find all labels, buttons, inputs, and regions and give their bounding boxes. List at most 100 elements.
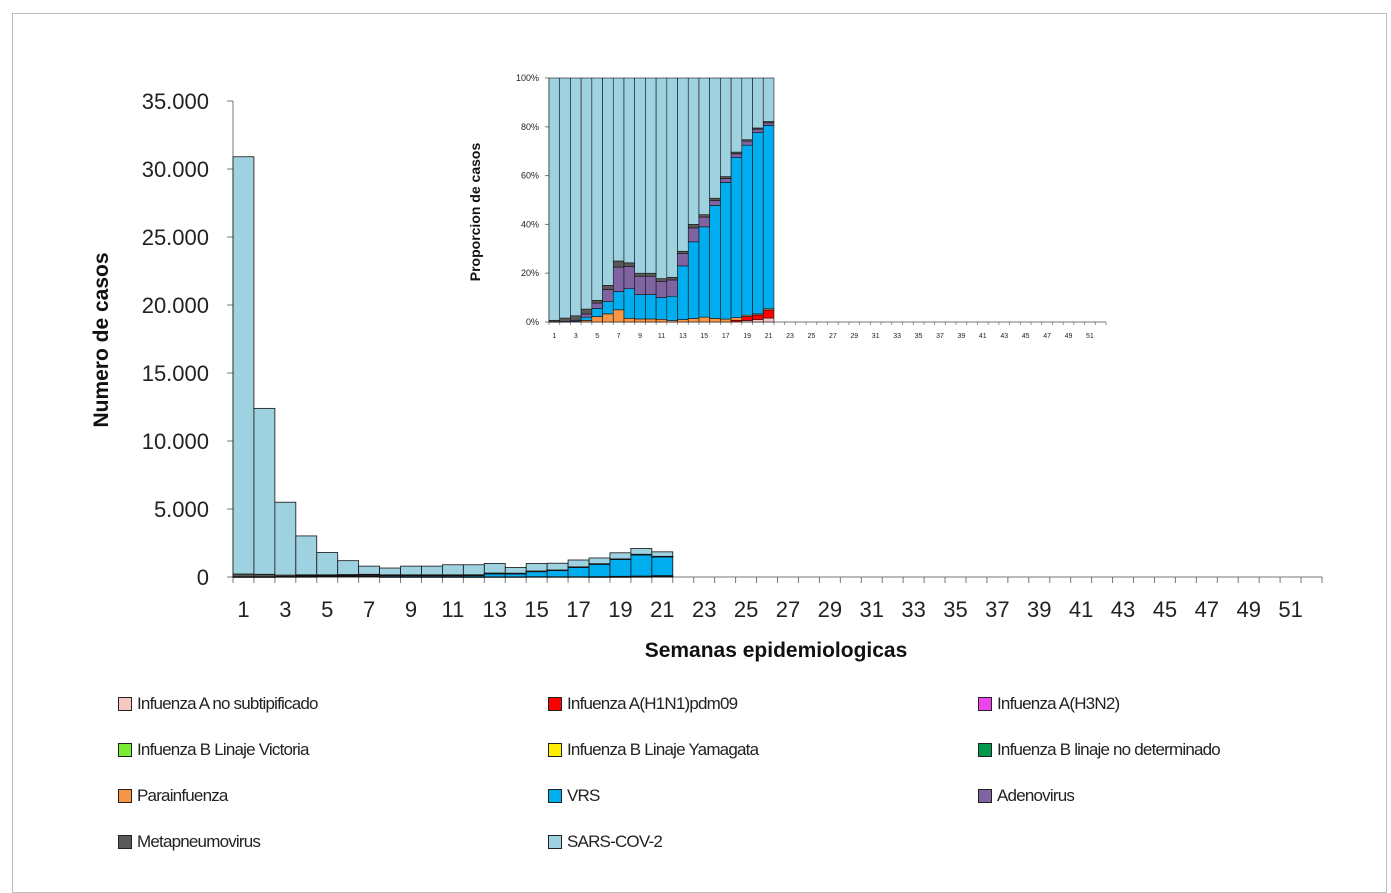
main-x-tick-label: 9	[405, 597, 417, 622]
main-x-tick-label: 37	[985, 597, 1009, 622]
legend-swatch	[548, 697, 562, 711]
inset-x-tick-label: 1	[552, 333, 556, 340]
main-bar-segment	[505, 574, 526, 577]
legend-swatch	[118, 697, 132, 711]
main-x-tick-label: 49	[1236, 597, 1260, 622]
inset-bar-segment	[581, 314, 592, 317]
inset-bar-segment	[763, 318, 774, 322]
inset-x-tick-label: 51	[1086, 333, 1094, 340]
main-bar-segment	[610, 559, 631, 576]
main-y-tick-label: 30.000	[142, 157, 209, 182]
main-bar-segment	[380, 568, 401, 575]
inset-bar-segment	[731, 318, 742, 321]
main-x-tick-label: 15	[524, 597, 548, 622]
inset-bar-segment	[699, 227, 710, 317]
main-bar-segment	[254, 408, 275, 574]
inset-bar-segment	[699, 215, 710, 217]
inset-bar-segment	[753, 320, 764, 322]
inset-bar-segment	[742, 78, 753, 140]
legend-swatch	[978, 697, 992, 711]
inset-bar-segment	[699, 317, 710, 322]
legend-swatch	[118, 743, 132, 757]
inset-y-tick-label: 60%	[521, 171, 539, 181]
legend-item: SARS-COV-2	[548, 831, 662, 853]
main-x-tick-label: 27	[776, 597, 800, 622]
inset-bar-segment	[731, 78, 742, 152]
main-y-tick-label: 0	[197, 565, 209, 590]
inset-y-axis-label: Proporcion de casos	[467, 143, 483, 282]
inset-bar-segment	[678, 320, 689, 322]
main-x-tick-label: 7	[363, 597, 375, 622]
inset-y-tick-label: 100%	[516, 73, 539, 83]
inset-bar-segment	[592, 308, 603, 316]
main-bar-segment	[463, 565, 484, 575]
main-y-tick-label: 10.000	[142, 429, 209, 454]
legend-swatch	[118, 789, 132, 803]
inset-bar-segment	[613, 310, 624, 322]
inset-x-tick-label: 13	[679, 333, 687, 340]
inset-x-tick-label: 47	[1043, 333, 1051, 340]
inset-bar-segment	[549, 78, 560, 320]
inset-bar-segment	[656, 78, 667, 279]
main-x-tick-label: 45	[1153, 597, 1177, 622]
inset-bar-segment	[613, 78, 624, 261]
inset-bar-segment	[581, 309, 592, 314]
legend-label: Adenovirus	[997, 786, 1074, 806]
inset-bar-segment	[753, 315, 764, 320]
main-bar-segment	[338, 561, 359, 575]
inset-bar-segment	[710, 205, 721, 318]
inset-bar-segment	[603, 289, 614, 301]
inset-bar-segment	[635, 273, 646, 276]
inset-x-tick-label: 5	[595, 333, 599, 340]
legend-item: VRS	[548, 785, 600, 807]
inset-bar-segment	[688, 228, 699, 242]
inset-bar-segment	[720, 179, 731, 183]
inset-bar-segment	[720, 182, 731, 319]
inset-x-tick-label: 39	[957, 333, 965, 340]
main-x-tick-label: 31	[859, 597, 883, 622]
inset-x-tick-label: 11	[658, 333, 665, 340]
main-x-tick-label: 35	[943, 597, 967, 622]
inset-bar-segment	[656, 279, 667, 282]
inset-x-tick-label: 45	[1022, 333, 1030, 340]
main-y-tick-label: 15.000	[142, 361, 209, 386]
main-bar-segment	[610, 553, 631, 559]
inset-x-tick-label: 35	[915, 333, 923, 340]
inset-x-tick-label: 41	[979, 333, 987, 340]
legend-item: Adenovirus	[978, 785, 1074, 807]
inset-x-tick-label: 17	[722, 333, 730, 340]
main-y-tick-label: 35.000	[142, 89, 209, 114]
legend-label: Infuenza B linaje no determinado	[997, 740, 1220, 760]
main-bar-segment	[442, 565, 463, 575]
legend-item: Infuenza A(H1N1)pdm09	[548, 693, 737, 715]
inset-bar-segment	[688, 319, 699, 322]
main-y-axis-label: Numero de casos	[90, 252, 113, 427]
inset-bar-segment	[603, 285, 614, 289]
main-bar-segment	[505, 567, 526, 573]
inset-bar-segment	[667, 78, 678, 277]
inset-y-tick-label: 80%	[521, 122, 539, 132]
inset-bar-segment	[624, 318, 635, 322]
main-bar-segment	[421, 566, 442, 575]
inset-bar-segment	[645, 78, 656, 273]
main-x-tick-label: 51	[1278, 597, 1302, 622]
inset-bar-segment	[753, 78, 764, 128]
legend-item: Metapneumovirus	[118, 831, 260, 853]
legend-label: Infuenza A no subtipificado	[137, 694, 318, 714]
main-bar-segment	[652, 557, 673, 576]
inset-bar-segment	[570, 316, 581, 320]
legend-label: SARS-COV-2	[567, 832, 662, 852]
inset-bar-segment	[592, 303, 603, 308]
main-bar-segment	[233, 157, 254, 574]
main-bar-segment	[589, 564, 610, 577]
main-bar-segment	[631, 548, 652, 554]
inset-bar-segment	[699, 78, 710, 215]
inset-bar-segment	[635, 276, 646, 294]
inset-bar-segment	[710, 198, 721, 200]
inset-bar-segment	[613, 267, 624, 291]
main-bar-segment	[484, 574, 505, 577]
inset-bar-segment	[678, 251, 689, 253]
inset-bar-segment	[613, 261, 624, 267]
legend-label: Metapneumovirus	[137, 832, 260, 852]
